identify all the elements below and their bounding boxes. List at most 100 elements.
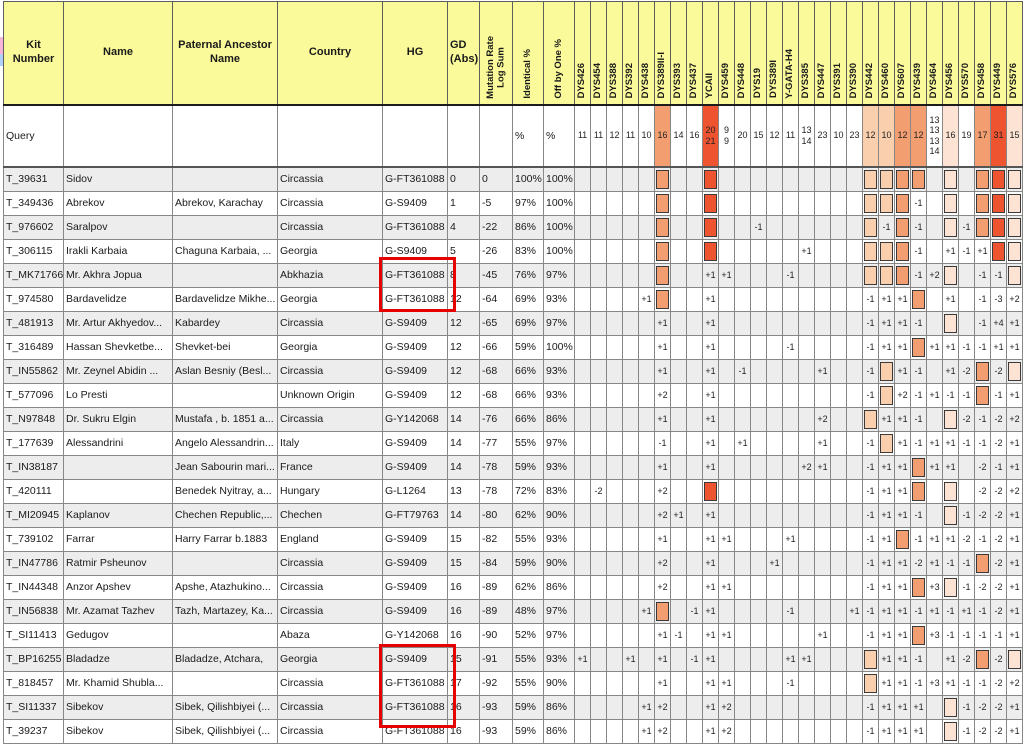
marker-cell: -2 [974, 718, 991, 744]
marker-cell: -1 [974, 286, 991, 312]
marker-cell: +1 [1006, 574, 1023, 600]
marker-cell [750, 478, 767, 504]
marker-cell: +1 [926, 526, 943, 552]
marker-cell [798, 526, 815, 552]
marker-cell [670, 190, 687, 216]
marker-cell [590, 262, 607, 288]
marker-cell: -1 [686, 646, 703, 672]
table-row: T_IN55862 Mr. Zeynel Abidin ... Aslan Besn… [3, 358, 1023, 384]
marker-cell: +1 [926, 550, 943, 576]
marker-cell [670, 718, 687, 744]
marker-cell [766, 262, 783, 288]
marker-cell [718, 214, 735, 240]
gd-cell: 14 [447, 502, 480, 528]
gd-cell: 1 [447, 190, 480, 216]
marker-cell [766, 190, 783, 216]
marker-cell [862, 406, 879, 432]
marker-cell: -1 [782, 670, 799, 696]
ancestor-cell: Sibek, Qilishbiyei (... [172, 718, 278, 744]
marker-cell [606, 238, 623, 264]
marker-cell: +1 [654, 670, 671, 696]
ancestor-cell: Angelo Alessandrin... [172, 430, 278, 456]
marker-cell: +1 [926, 382, 943, 408]
marker-cell [750, 502, 767, 528]
marker-match-box [880, 385, 893, 405]
hg-cell: G-Y142068 [382, 406, 448, 432]
marker-cell [830, 382, 847, 408]
marker-cell [830, 598, 847, 624]
marker-cell: +1 [878, 478, 895, 504]
marker-cell: +1 [702, 334, 719, 360]
marker-cell: -1 [910, 190, 927, 216]
marker-cell: +1 [638, 598, 655, 624]
marker-match-box [704, 241, 717, 261]
table-row: T_39631 Sidov Circassia G-FT361088 0 0 100% 100… [3, 166, 1023, 192]
marker-cell: +4 [990, 310, 1007, 336]
marker-cell [574, 574, 591, 600]
marker-match-box [976, 385, 989, 405]
marker-cell: -1 [974, 430, 991, 456]
col-header-kit-number: Kit Number [3, 1, 64, 106]
gd-cell: 12 [447, 382, 480, 408]
marker-cell [846, 646, 863, 672]
hg-cell: G-S9409 [382, 454, 448, 480]
marker-cell [974, 646, 991, 672]
marker-cell [606, 286, 623, 312]
offby-cell: 97% [543, 262, 575, 288]
marker-cell: -1 [910, 214, 927, 240]
marker-match-box [864, 217, 877, 237]
log-sum-cell: -93 [479, 694, 513, 720]
marker-cell [1006, 646, 1023, 672]
marker-cell [574, 310, 591, 336]
mutation-rate-label: Mutation Rate Log Sum [484, 35, 506, 99]
marker-cell: +1 [942, 670, 959, 696]
ancestor-cell [172, 670, 278, 696]
marker-cell: +1 [1006, 694, 1023, 720]
log-sum-cell: -66 [479, 334, 513, 360]
marker-cell [702, 238, 719, 264]
marker-cell [942, 718, 959, 744]
ancestor-cell [172, 214, 278, 240]
marker-match-box [880, 265, 893, 285]
marker-cell [846, 214, 863, 240]
kit-number-cell: T_BP16255 [3, 646, 64, 672]
marker-match-box [864, 649, 877, 669]
offby-cell: 90% [543, 670, 575, 696]
marker-cell [590, 430, 607, 456]
log-sum-cell: -89 [479, 574, 513, 600]
marker-match-box [704, 193, 717, 213]
ancestor-cell: Bardavelidze Mikhe... [172, 286, 278, 312]
marker-cell [606, 502, 623, 528]
marker-cell: -1 [958, 238, 975, 264]
marker-cell [670, 166, 687, 192]
marker-cell [766, 478, 783, 504]
marker-cell [574, 550, 591, 576]
marker-cell [782, 574, 799, 600]
marker-match-box [944, 193, 957, 213]
marker-cell: +1 [926, 334, 943, 360]
identical-pct-label: Identical % [521, 48, 533, 99]
marker-cell [766, 214, 783, 240]
identical-cell: 59% [512, 334, 544, 360]
marker-cell: -2 [990, 574, 1007, 600]
marker-cell [958, 454, 975, 480]
marker-cell: +1 [1006, 334, 1023, 360]
gd-cell: 15 [447, 550, 480, 576]
marker-cell [782, 358, 799, 384]
marker-match-box [992, 241, 1005, 261]
marker-cell [590, 382, 607, 408]
marker-cell [686, 214, 703, 240]
marker-match-box [1008, 265, 1021, 285]
marker-cell [814, 382, 831, 408]
marker-cell [686, 334, 703, 360]
col-header-marker-DYS460: DYS460 [878, 1, 895, 106]
marker-cell [734, 478, 751, 504]
country-cell: Abaza [277, 622, 383, 648]
marker-cell [590, 502, 607, 528]
marker-cell: -1 [670, 622, 687, 648]
offby-cell: 86% [543, 718, 575, 744]
marker-cell [830, 430, 847, 456]
marker-match-box [864, 241, 877, 261]
marker-cell [830, 238, 847, 264]
marker-cell [590, 214, 607, 240]
